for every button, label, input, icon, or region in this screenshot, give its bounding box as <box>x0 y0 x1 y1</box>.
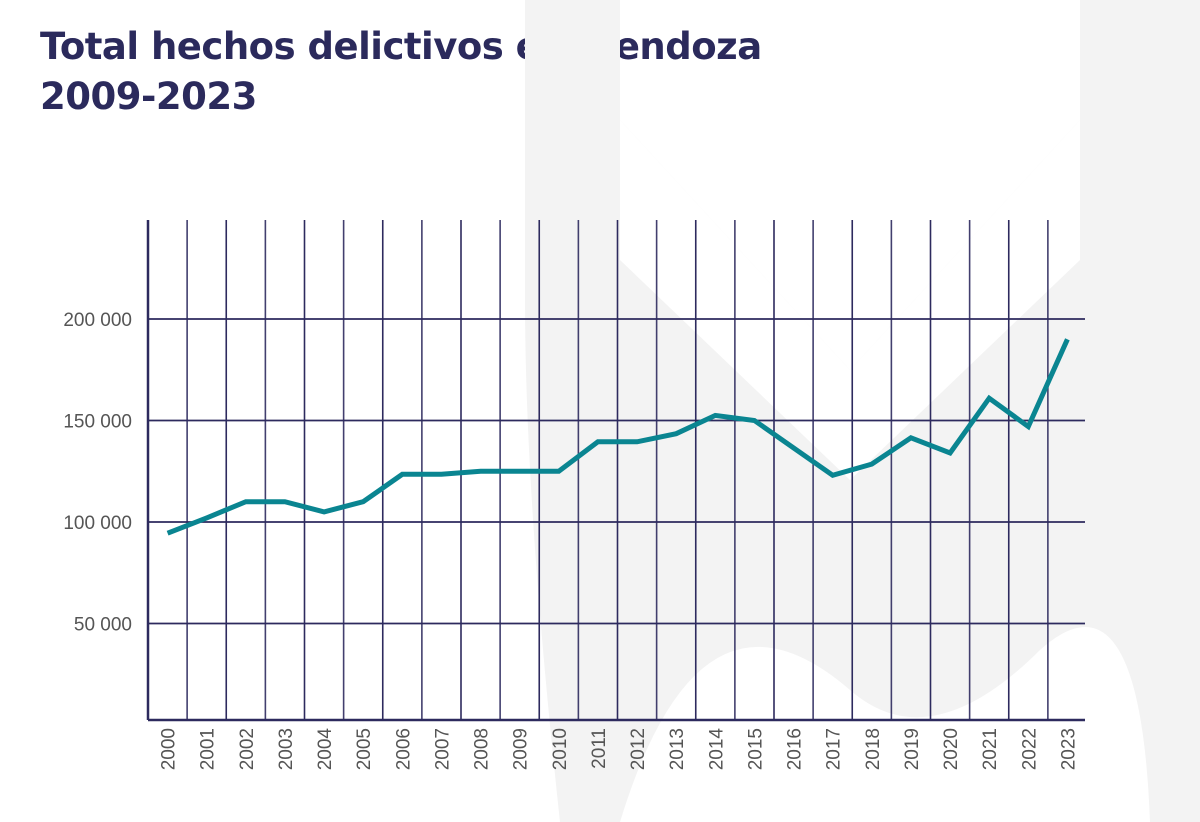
x-tick-label: 2018 <box>863 728 884 770</box>
x-tick-label: 2019 <box>902 728 923 770</box>
x-tick-label: 2013 <box>667 728 688 770</box>
grid <box>146 220 1085 722</box>
watermark-logo <box>525 0 1200 822</box>
x-tick-label: 2001 <box>198 728 219 770</box>
x-tick-label: 2014 <box>706 728 727 771</box>
y-tick-label: 150 000 <box>63 412 132 433</box>
y-axis-ticks: 50 000 100 000 150 000 200 000 <box>63 310 132 636</box>
x-tick-label: 2003 <box>276 728 297 770</box>
x-tick-label: 2011 <box>589 728 610 769</box>
y-tick-label: 100 000 <box>63 513 132 534</box>
x-tick-label: 2002 <box>237 728 258 770</box>
chart-title: Total hechos delictivos en Mendoza 2009-… <box>40 22 762 122</box>
series <box>166 338 1070 536</box>
x-tick-label: 2007 <box>432 728 453 770</box>
x-tick-label: 2015 <box>745 728 766 770</box>
x-tick-label: 2016 <box>785 728 806 770</box>
x-tick-label: 2004 <box>315 728 336 771</box>
x-tick-label: 2010 <box>550 728 571 770</box>
x-tick-label: 2006 <box>393 728 414 770</box>
x-tick-label: 2022 <box>1019 728 1040 770</box>
y-tick-label: 50 000 <box>74 615 132 636</box>
chart-title-line-1: Total hechos delictivos en Mendoza <box>40 25 762 68</box>
x-axis-ticks: 2000 2001 2002 2003 2004 2005 2006 2007 2008 2009… <box>159 728 1080 771</box>
x-tick-label: 2008 <box>472 728 493 770</box>
x-tick-label: 2021 <box>980 728 1001 770</box>
series-line <box>166 338 1070 536</box>
y-tick-label: 200 000 <box>63 310 132 331</box>
watermark-cutout <box>620 120 1080 480</box>
x-tick-label: 2000 <box>159 728 180 770</box>
x-tick-label: 2005 <box>354 728 375 770</box>
x-tick-label: 2012 <box>628 728 649 770</box>
chart-title-line-2: 2009-2023 <box>40 75 257 118</box>
x-tick-label: 2009 <box>511 728 532 770</box>
x-tick-label: 2023 <box>1058 728 1079 770</box>
x-tick-label: 2017 <box>824 728 845 770</box>
x-tick-label: 2020 <box>941 728 962 770</box>
